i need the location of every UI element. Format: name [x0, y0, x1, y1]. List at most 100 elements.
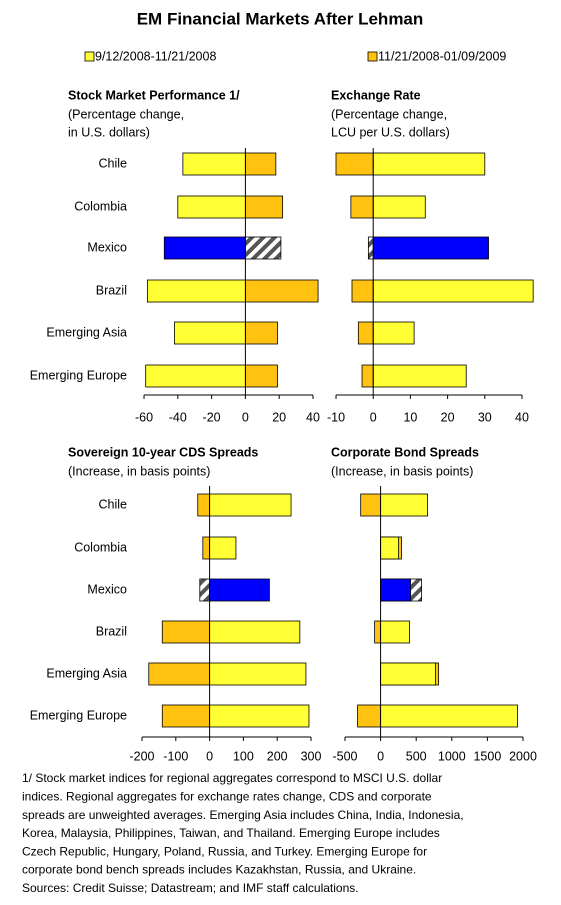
panel-title: Stock Market Performance 1/ — [68, 88, 240, 102]
panel-title: Exchange Rate — [331, 88, 421, 102]
panel-subtitle: (Increase, in basis points) — [68, 464, 210, 478]
bar — [372, 195, 426, 219]
bar — [380, 704, 518, 728]
bar — [361, 364, 374, 388]
page-title: EM Financial Markets After Lehman — [137, 9, 424, 28]
x-tick-label: 0 — [242, 410, 249, 424]
bar — [357, 321, 374, 345]
footnote: Sources: Credit Suisse; Datastream; and … — [22, 881, 359, 895]
category-label: Colombia — [74, 540, 127, 554]
x-tick-label: -500 — [332, 749, 357, 763]
category-label: Brazil — [96, 624, 127, 638]
x-tick-label: -20 — [203, 410, 221, 424]
panel-subtitle: (Percentage change, — [68, 107, 184, 121]
bar — [244, 236, 282, 260]
bar — [244, 321, 278, 345]
x-tick-label: 300 — [301, 749, 322, 763]
x-tick-label: 1000 — [438, 749, 466, 763]
x-tick-label: 40 — [306, 410, 320, 424]
bar — [380, 620, 410, 644]
x-tick-label: 500 — [406, 749, 427, 763]
footnote: corporate bond bench spreads includes Ka… — [22, 863, 416, 877]
legend-label: 9/12/2008-11/21/2008 — [95, 49, 216, 63]
category-label: Mexico — [87, 240, 127, 254]
bar — [350, 195, 374, 219]
panel-subtitle: (Percentage change, — [331, 107, 447, 121]
bar — [380, 578, 411, 602]
panel-subtitle: in U.S. dollars) — [68, 125, 150, 139]
bar — [335, 152, 374, 176]
x-tick-label: 20 — [272, 410, 286, 424]
bar — [380, 493, 428, 517]
bar — [161, 620, 210, 644]
bar — [145, 364, 246, 388]
bar — [372, 279, 534, 303]
category-label: Emerging Asia — [46, 666, 127, 680]
bar — [174, 321, 246, 345]
category-label: Emerging Asia — [46, 325, 127, 339]
x-tick-label: 0 — [377, 749, 384, 763]
x-tick-label: 20 — [441, 410, 455, 424]
panel-subtitle: (Increase, in basis points) — [331, 464, 473, 478]
x-tick-label: 0 — [206, 749, 213, 763]
bar — [360, 493, 382, 517]
footnote: Czech Republic, Hungary, Poland, Russia,… — [22, 844, 427, 858]
bar — [244, 195, 283, 219]
bar — [244, 279, 319, 303]
bar — [209, 536, 237, 560]
x-tick-label: 40 — [515, 410, 529, 424]
x-tick-label: -200 — [129, 749, 154, 763]
panel-title: Corporate Bond Spreads — [331, 445, 479, 459]
bar — [197, 493, 211, 517]
bar — [367, 236, 374, 260]
bar — [209, 620, 301, 644]
bar — [161, 704, 210, 728]
bar — [199, 578, 211, 602]
x-tick-label: -60 — [135, 410, 153, 424]
bar — [209, 704, 310, 728]
x-tick-label: 100 — [233, 749, 254, 763]
bar — [177, 195, 246, 219]
category-label: Chile — [99, 156, 128, 170]
bar — [209, 578, 270, 602]
footnote: 1/ Stock market indices for regional agg… — [22, 771, 442, 785]
x-tick-label: -10 — [327, 410, 345, 424]
bar — [148, 662, 210, 686]
bar — [372, 236, 489, 260]
legend-swatch — [367, 51, 378, 62]
bar — [209, 493, 292, 517]
x-tick-label: -100 — [163, 749, 188, 763]
category-label: Mexico — [87, 582, 127, 596]
category-label: Emerging Europe — [30, 708, 127, 722]
panel-subtitle: LCU per U.S. dollars) — [331, 125, 450, 139]
bar — [182, 152, 246, 176]
bar — [374, 620, 382, 644]
bar — [380, 662, 436, 686]
category-label: Brazil — [96, 283, 127, 297]
bar — [380, 536, 400, 560]
x-tick-label: 30 — [478, 410, 492, 424]
panel-title: Sovereign 10-year CDS Spreads — [68, 445, 258, 459]
legend-swatch — [84, 51, 95, 62]
footnote: Korea, Malaysia, Philippines, Taiwan, an… — [22, 826, 440, 840]
category-label: Chile — [99, 497, 128, 511]
bar — [351, 279, 374, 303]
x-tick-label: -40 — [169, 410, 187, 424]
x-tick-label: 0 — [370, 410, 377, 424]
x-tick-label: 10 — [403, 410, 417, 424]
bar — [209, 662, 307, 686]
bar — [202, 536, 210, 560]
x-tick-label: 2000 — [509, 749, 537, 763]
bar — [163, 236, 246, 260]
bar — [372, 152, 486, 176]
category-label: Emerging Europe — [30, 368, 127, 382]
bar — [372, 321, 415, 345]
footnote: spreads are unweighted averages. Emergin… — [22, 808, 464, 822]
x-tick-label: 1500 — [473, 749, 501, 763]
x-tick-label: 200 — [267, 749, 288, 763]
category-label: Colombia — [74, 199, 127, 213]
bar — [372, 364, 467, 388]
bar — [244, 364, 278, 388]
legend-label: 11/21/2008-01/09/2009 — [378, 49, 506, 63]
